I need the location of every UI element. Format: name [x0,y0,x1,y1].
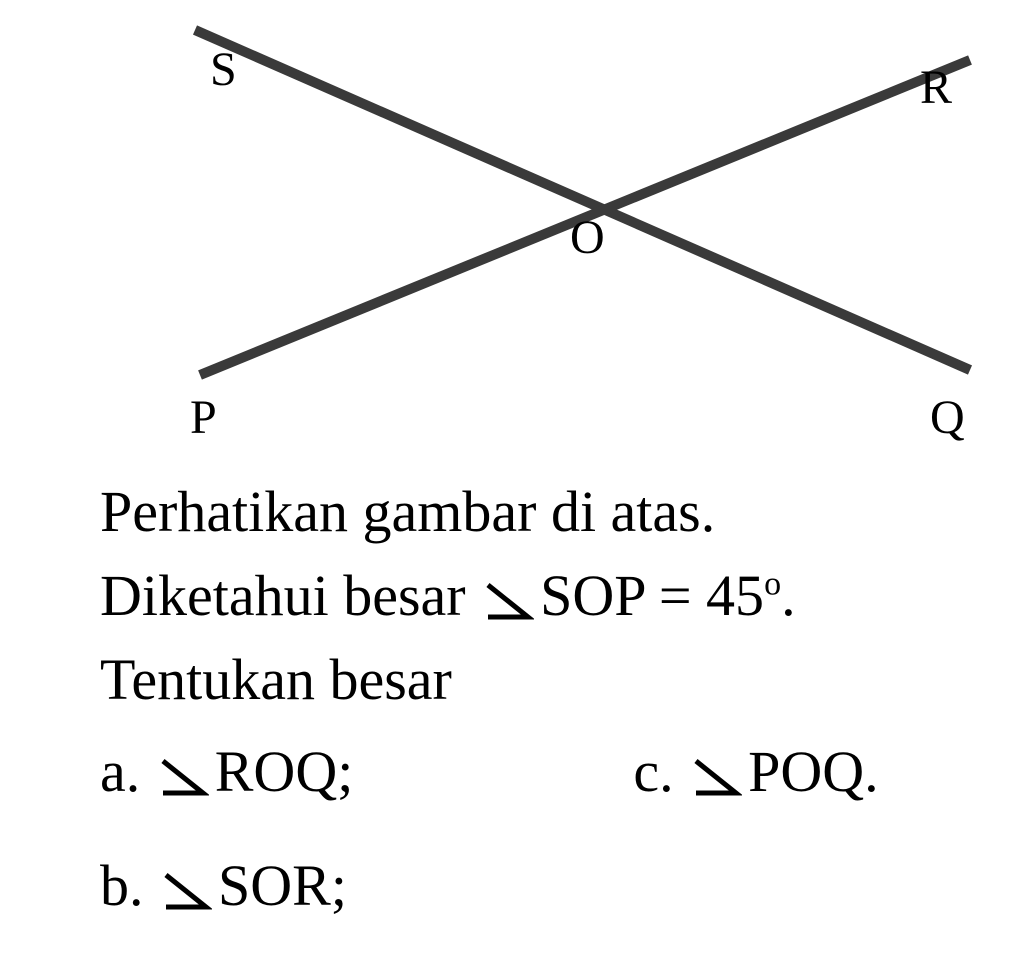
option-a: a. ROQ; [100,730,353,814]
option-c-prefix: c. [633,739,688,804]
angle-icon [160,871,212,913]
line-sq [195,30,970,370]
label-o: O [570,210,605,265]
degree-symbol: o [764,566,781,603]
label-s: S [210,42,237,97]
option-b: b. SOR; [100,844,996,928]
angle-icon [482,581,534,623]
option-b-prefix: b. [100,853,158,918]
instruction-line-1: Perhatikan gambar di atas. [100,470,996,554]
angle-icon [157,757,209,799]
instruction-line-2: Diketahui besar SOP = 45o. [100,554,996,638]
label-p: P [190,390,217,445]
label-r: R [920,60,952,115]
option-c-angle: POQ. [748,739,879,804]
line2-equals-value: = 45 [644,563,764,628]
option-a-prefix: a. [100,739,155,804]
options-list: a. ROQ; c. POQ. b. SOR; [100,730,996,928]
option-c: c. POQ. [633,730,878,814]
instruction-line-3: Tentukan besar [100,638,996,722]
line2-period: . [781,563,796,628]
option-row-1: a. ROQ; c. POQ. [100,730,996,814]
problem-text: Perhatikan gambar di atas. Diketahui bes… [100,470,996,928]
option-b-angle: SOR; [218,853,347,918]
line2-pre: Diketahui besar [100,563,480,628]
geometry-diagram: S R O P Q [100,20,1000,460]
angle-icon [690,757,742,799]
option-a-angle: ROQ; [215,739,354,804]
label-q: Q [930,390,965,445]
line2-angle-name: SOP [540,563,644,628]
